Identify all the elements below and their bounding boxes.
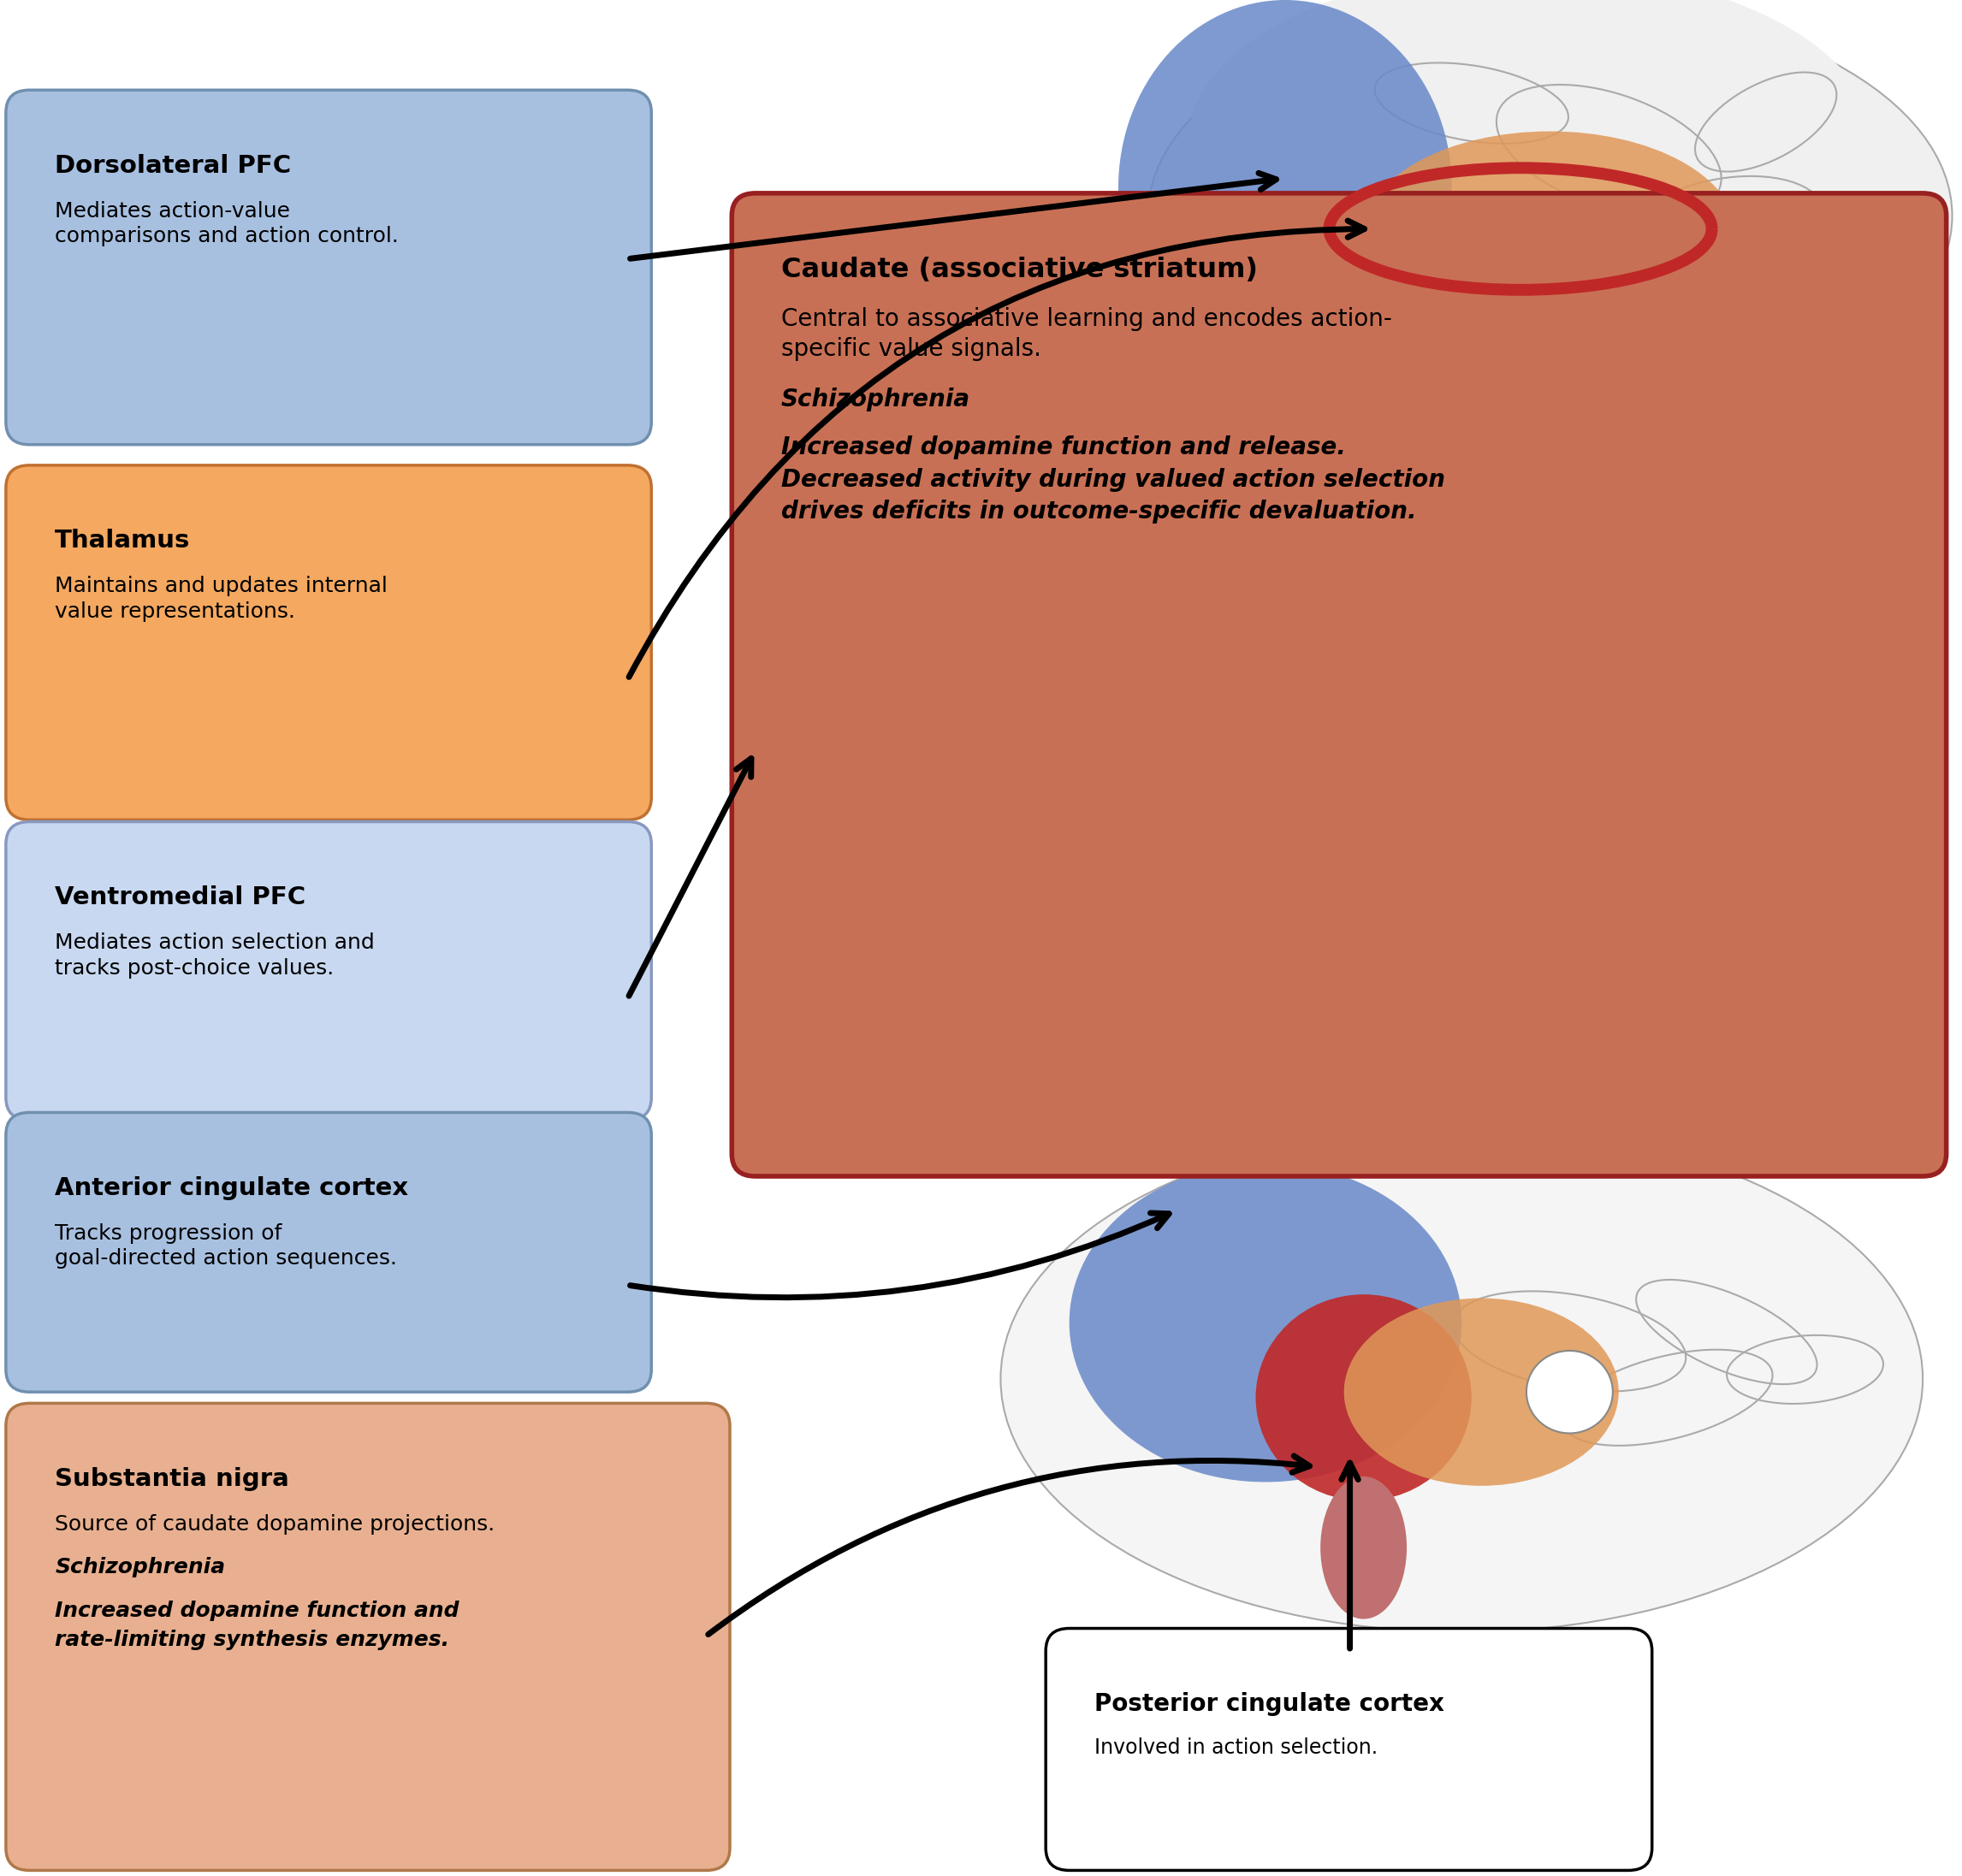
Text: Dorsolateral PFC: Dorsolateral PFC	[55, 154, 290, 178]
Ellipse shape	[1256, 1294, 1472, 1501]
Text: Maintains and updates internal
value representations.: Maintains and updates internal value rep…	[55, 576, 388, 621]
FancyBboxPatch shape	[6, 1112, 651, 1392]
Ellipse shape	[1344, 1298, 1619, 1486]
Ellipse shape	[1364, 131, 1736, 338]
FancyBboxPatch shape	[732, 193, 1946, 1176]
Ellipse shape	[1189, 0, 1872, 313]
Text: Schizophrenia: Schizophrenia	[781, 388, 969, 411]
Circle shape	[1526, 1351, 1613, 1433]
Ellipse shape	[1320, 1476, 1407, 1619]
FancyBboxPatch shape	[1046, 1628, 1652, 1870]
Text: Mediates action-value
comparisons and action control.: Mediates action-value comparisons and ac…	[55, 201, 398, 246]
Text: Source of caudate dopamine projections.: Source of caudate dopamine projections.	[55, 1514, 494, 1535]
Text: Schizophrenia: Schizophrenia	[55, 1557, 226, 1578]
Text: Caudate (associative striatum): Caudate (associative striatum)	[781, 257, 1258, 283]
Text: drives deficits in outcome-specific devaluation.: drives deficits in outcome-specific deva…	[781, 499, 1417, 523]
Text: Decreased activity during valued action selection: Decreased activity during valued action …	[781, 467, 1444, 492]
FancyBboxPatch shape	[6, 822, 651, 1120]
Text: Increased dopamine function and: Increased dopamine function and	[55, 1600, 459, 1621]
FancyBboxPatch shape	[6, 1403, 730, 1870]
Text: Ventromedial PFC: Ventromedial PFC	[55, 885, 306, 910]
Text: Substantia nigra: Substantia nigra	[55, 1467, 288, 1491]
Text: Involved in action selection.: Involved in action selection.	[1095, 1737, 1377, 1758]
Text: Mediates action selection and
tracks post-choice values.: Mediates action selection and tracks pos…	[55, 932, 375, 977]
Text: Central to associative learning and encodes action-
specific value signals.: Central to associative learning and enco…	[781, 308, 1391, 360]
Ellipse shape	[1069, 1163, 1462, 1482]
Text: Tracks progression of
goal-directed action sequences.: Tracks progression of goal-directed acti…	[55, 1223, 396, 1268]
Text: Thalamus: Thalamus	[55, 529, 190, 553]
Ellipse shape	[1118, 0, 1452, 375]
Text: Increased dopamine function and release.: Increased dopamine function and release.	[781, 435, 1346, 460]
Text: rate-limiting synthesis enzymes.: rate-limiting synthesis enzymes.	[55, 1630, 449, 1649]
FancyBboxPatch shape	[6, 465, 651, 820]
Text: Anterior cingulate cortex: Anterior cingulate cortex	[55, 1176, 408, 1201]
Ellipse shape	[1001, 1126, 1923, 1632]
Text: Posterior cingulate cortex: Posterior cingulate cortex	[1095, 1692, 1444, 1717]
FancyBboxPatch shape	[6, 90, 651, 445]
Ellipse shape	[1148, 0, 1952, 431]
